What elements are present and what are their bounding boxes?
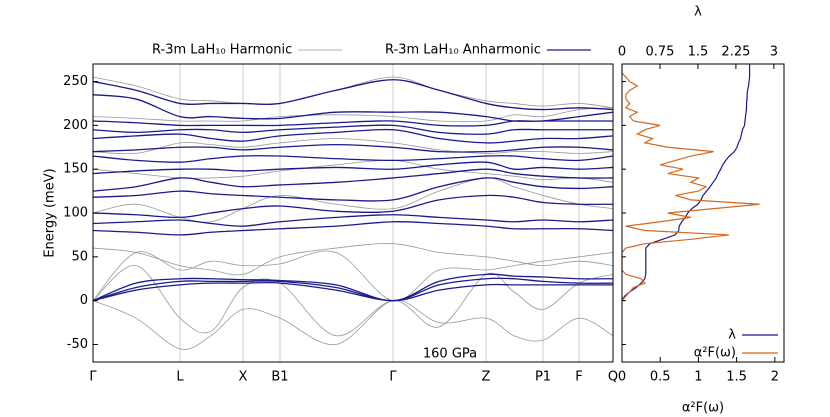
x-tick-label: 1 (694, 370, 702, 385)
legend-label: λ (728, 328, 736, 343)
spectral-line (622, 64, 751, 301)
band-line (93, 94, 613, 122)
y-tick-label: 150 (63, 162, 88, 177)
band-line (93, 111, 613, 127)
y-tick-label: 200 (63, 118, 88, 133)
spectral-line (622, 64, 760, 302)
x2-tick-label: 2.25 (721, 45, 750, 60)
band-line (93, 250, 613, 302)
band-line (93, 79, 613, 111)
x-tick-label: B1 (271, 370, 288, 385)
plot-frame (92, 63, 614, 363)
x-tick-label: Z (482, 370, 491, 385)
x-tick-label: X (239, 370, 248, 385)
legend-label: R-3m LaH₁₀ Harmonic (152, 43, 292, 58)
legend-label: α²F(ω) (694, 346, 736, 361)
x-tick-label: Γ (89, 370, 97, 385)
x-tick-label: 1.5 (726, 370, 747, 385)
band-line (93, 273, 613, 302)
band-line (93, 124, 613, 135)
x2-tick-label: 0 (618, 45, 626, 60)
band-line (93, 128, 613, 144)
x2-tick-label: 1.5 (688, 45, 709, 60)
x2-tick-label: 0.75 (645, 45, 674, 60)
y-tick-label: -50 (67, 337, 88, 352)
band-line (93, 177, 613, 223)
x-tick-label: Q (608, 370, 618, 385)
y-tick-label: 0 (80, 293, 88, 308)
y-tick-label: 250 (63, 74, 88, 89)
band-line (93, 168, 613, 192)
eliashberg-plot (622, 64, 760, 302)
y-tick-label: 50 (71, 249, 88, 264)
band-line (93, 76, 613, 109)
band-line (93, 300, 613, 350)
y-tick-label: 100 (63, 206, 88, 221)
x-tick-label: P1 (535, 370, 551, 385)
band-line (93, 281, 613, 302)
x-tick-label: L (176, 370, 184, 385)
band-plot (93, 64, 613, 362)
annotation: 160 GPa (423, 347, 477, 362)
band-line (93, 277, 613, 302)
y-axis-label: Energy (meV) (43, 168, 58, 257)
bottom-axis-label: α²F(ω) (682, 401, 724, 416)
x-tick-label: 0.5 (650, 370, 671, 385)
x-tick-label: 2 (771, 370, 779, 385)
band-line (93, 143, 613, 153)
x-tick-label: 0 (618, 370, 626, 385)
band-line (93, 161, 613, 175)
top-axis-label: λ (694, 5, 702, 20)
band-line (93, 177, 613, 202)
band-line (93, 214, 613, 227)
band-line (93, 155, 613, 163)
x2-tick-label: 3 (770, 45, 778, 60)
band-line (93, 138, 613, 155)
band-line (93, 107, 613, 123)
band-line (93, 194, 613, 219)
band-line (93, 265, 613, 337)
x-tick-label: F (575, 370, 582, 385)
band-line (93, 243, 613, 276)
x-tick-label: Γ (389, 370, 397, 385)
plot-frame (621, 63, 785, 363)
band-line (93, 221, 613, 236)
legend-label: R-3m LaH₁₀ Anharmonic (385, 43, 541, 58)
